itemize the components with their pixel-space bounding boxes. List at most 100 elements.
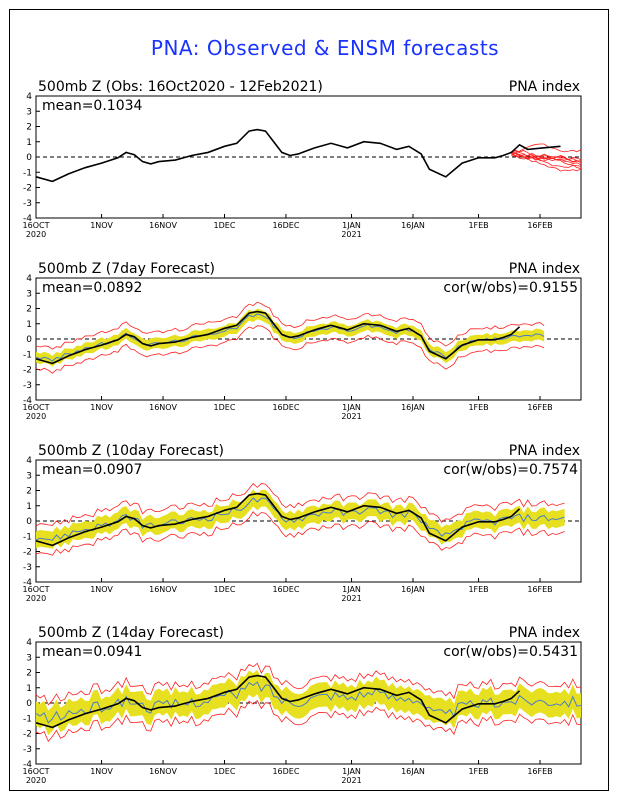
ensemble-max-line (35, 483, 565, 527)
y-tick-label: 0 (26, 517, 32, 527)
x-tick-year-label: 2021 (341, 776, 361, 785)
x-tick-label: 1DEC (214, 767, 236, 776)
correlation-label: cor(w/obs)=0.5431 (443, 644, 578, 660)
y-tick-label: -1 (23, 532, 32, 542)
x-tick-year-label: 2020 (26, 230, 46, 239)
y-tick-label: 4 (26, 92, 32, 102)
y-tick-label: 2 (26, 487, 32, 497)
x-tick-label: 16OCT (23, 221, 50, 230)
ensemble-min-line (35, 511, 565, 556)
observed-line (35, 128, 561, 183)
x-tick-label: 16NOV (149, 221, 177, 230)
y-tick-label: 2 (26, 669, 32, 679)
x-tick-label: 16FEB (527, 585, 552, 594)
panel-title: 500mb Z (10day Forecast) (38, 443, 224, 459)
x-tick-label: 1JAN (342, 585, 361, 594)
x-tick-year-label: 2020 (26, 776, 46, 785)
ensemble-min-line (35, 699, 582, 743)
x-tick-label: 1DEC (214, 221, 236, 230)
x-tick-label: 1NOV (90, 585, 113, 594)
x-tick-year-label: 2021 (341, 594, 361, 603)
panel-title: 500mb Z (7day Forecast) (38, 261, 215, 277)
y-tick-label: 4 (26, 638, 32, 648)
y-tick-label: 3 (26, 653, 32, 663)
x-tick-label: 16FEB (527, 767, 552, 776)
y-tick-label: 0 (26, 153, 32, 163)
ensemble-member-line (511, 149, 582, 170)
x-tick-label: 16JAN (401, 585, 425, 594)
y-tick-label: -2 (23, 184, 32, 194)
x-tick-label: 1DEC (214, 585, 236, 594)
x-tick-label: 16JAN (401, 767, 425, 776)
mean-label: mean=0.0907 (42, 462, 142, 478)
x-tick-label: 1JAN (342, 403, 361, 412)
x-tick-label: 1NOV (90, 403, 113, 412)
ensemble-spread-band (36, 669, 581, 735)
x-tick-year-label: 2020 (26, 594, 46, 603)
ensemble-mean-line (35, 497, 565, 541)
y-tick-label: -3 (23, 745, 32, 755)
x-tick-year-label: 2021 (341, 412, 361, 421)
y-tick-label: 1 (26, 320, 32, 330)
x-tick-label: 16DEC (272, 767, 299, 776)
ensemble-min-line (35, 325, 545, 374)
x-tick-label: 16FEB (527, 221, 552, 230)
figure-title: PNA: Observed & ENSM forecasts (150, 36, 500, 60)
x-tick-label: 1FEB (468, 403, 488, 412)
x-tick-label: 16NOV (149, 767, 177, 776)
mean-label: mean=0.0941 (42, 644, 142, 660)
panel-index-label: PNA index (509, 443, 580, 459)
correlation-label: cor(w/obs)=0.9155 (443, 280, 578, 296)
figure-frame (9, 9, 609, 791)
x-tick-label: 1NOV (90, 221, 113, 230)
x-tick-label: 16NOV (149, 403, 177, 412)
ensemble-member-line (511, 154, 582, 163)
y-tick-label: -4 (23, 578, 32, 588)
x-tick-year-label: 2021 (341, 230, 361, 239)
y-tick-label: 1 (26, 138, 32, 148)
panel-index-label: PNA index (509, 625, 580, 641)
y-tick-label: 4 (26, 456, 32, 466)
observed-line (35, 674, 521, 729)
ensemble-member-line (511, 153, 582, 172)
correlation-label: cor(w/obs)=0.7574 (443, 462, 578, 478)
x-tick-label: 16DEC (272, 221, 299, 230)
x-tick-label: 16NOV (149, 585, 177, 594)
y-tick-label: 1 (26, 502, 32, 512)
y-tick-label: -4 (23, 760, 32, 770)
y-tick-label: -4 (23, 214, 32, 224)
x-tick-label: 1NOV (90, 767, 113, 776)
x-tick-label: 16DEC (272, 585, 299, 594)
y-tick-label: -2 (23, 366, 32, 376)
x-tick-label: 1JAN (342, 221, 361, 230)
y-tick-label: 0 (26, 699, 32, 709)
y-tick-label: -2 (23, 548, 32, 558)
x-tick-label: 1FEB (468, 767, 488, 776)
y-tick-label: 2 (26, 123, 32, 133)
panel-title: 500mb Z (14day Forecast) (38, 625, 224, 641)
y-tick-label: 3 (26, 107, 32, 117)
ensemble-mean-line (35, 681, 582, 724)
y-tick-label: -4 (23, 396, 32, 406)
x-tick-label: 1FEB (468, 585, 488, 594)
ensemble-member-line (511, 152, 582, 163)
panel-index-label: PNA index (509, 261, 580, 277)
x-tick-year-label: 2020 (26, 412, 46, 421)
y-tick-label: 4 (26, 274, 32, 284)
x-tick-label: 1JAN (342, 767, 361, 776)
y-tick-label: -1 (23, 714, 32, 724)
x-tick-label: 16JAN (401, 403, 425, 412)
panel-title: 500mb Z (Obs: 16Oct2020 - 12Feb2021) (38, 79, 323, 95)
x-tick-label: 16OCT (23, 403, 50, 412)
x-tick-label: 16OCT (23, 767, 50, 776)
x-tick-label: 16DEC (272, 403, 299, 412)
x-tick-label: 16OCT (23, 585, 50, 594)
x-tick-label: 16FEB (527, 403, 552, 412)
y-tick-label: -3 (23, 199, 32, 209)
y-tick-label: -1 (23, 350, 32, 360)
panel-index-label: PNA index (509, 79, 580, 95)
